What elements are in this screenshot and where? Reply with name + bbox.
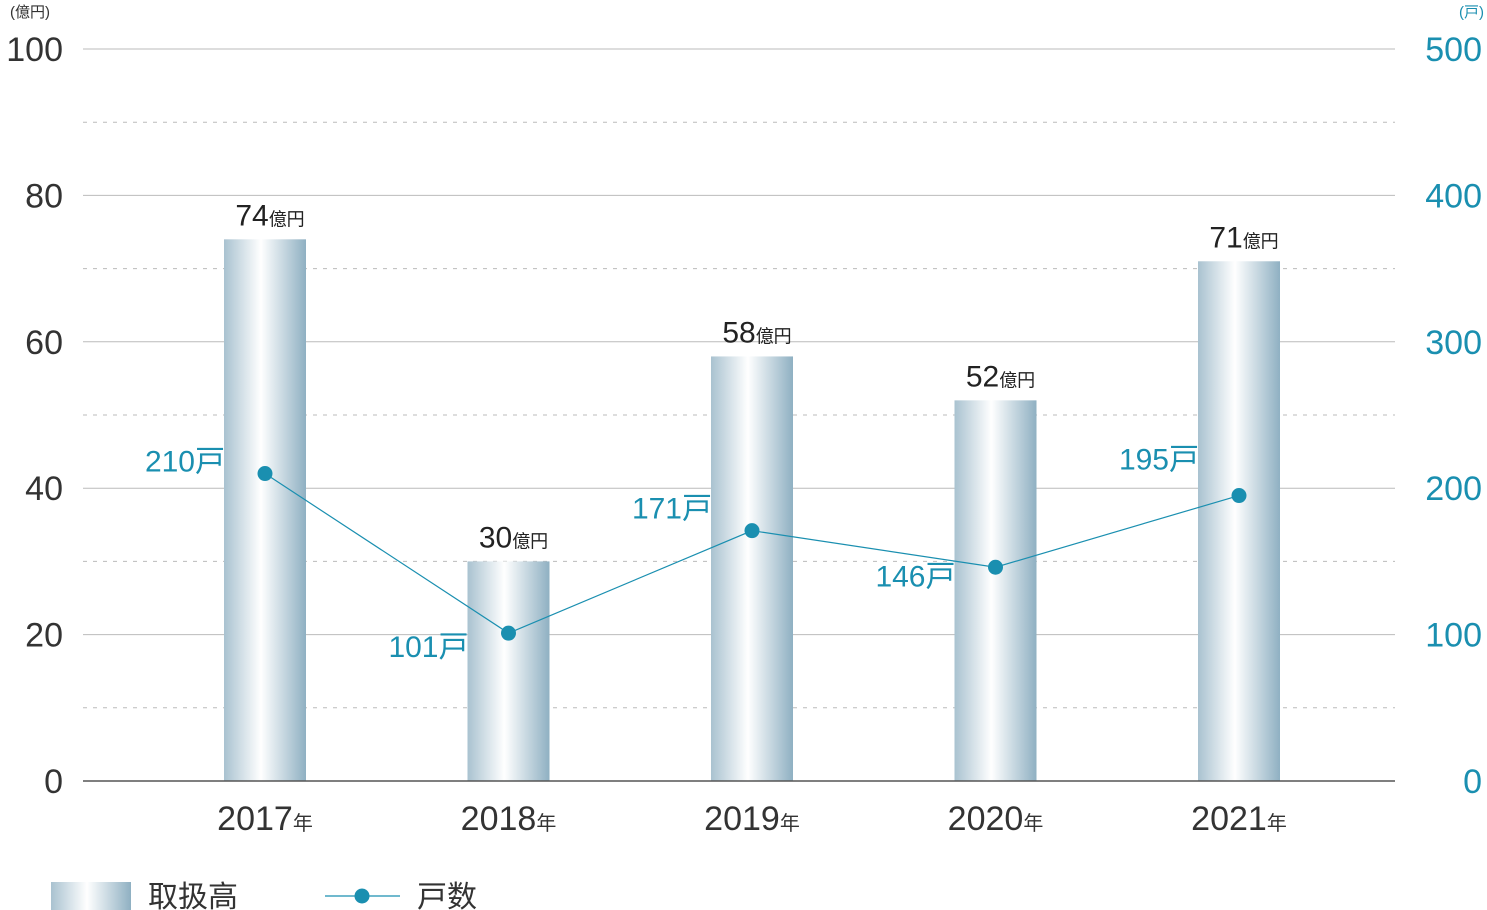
x-tick-label: 2017年 <box>217 800 313 838</box>
bar <box>711 356 793 781</box>
right-tick-label: 300 <box>1425 324 1482 362</box>
data-point <box>744 523 760 539</box>
x-tick-label: 2021年 <box>1191 800 1287 838</box>
left-tick-label: 100 <box>6 31 63 69</box>
point-value-label: 210戸 <box>145 446 225 479</box>
bar-value-label: 52億円 <box>966 360 1035 393</box>
bar-value-label: 30億円 <box>479 521 548 554</box>
right-tick-label: 400 <box>1425 177 1482 215</box>
x-tick-label: 2019年 <box>704 800 800 838</box>
legend-line-label: 戸数 <box>417 881 477 910</box>
right-tick-label: 100 <box>1425 617 1482 655</box>
left-tick-label: 0 <box>44 763 63 801</box>
right-axis-unit: (戸) <box>1459 4 1484 21</box>
legend-line-marker <box>354 888 370 904</box>
bar <box>1198 261 1280 781</box>
point-value-label: 146戸 <box>875 560 955 593</box>
point-value-label: 171戸 <box>632 493 712 526</box>
data-point <box>501 625 516 641</box>
legend-bar-label: 取扱高 <box>148 881 238 910</box>
bar-value-label: 71億円 <box>1209 221 1278 254</box>
bar-value-label: 58億円 <box>722 316 791 349</box>
data-point <box>988 559 1003 575</box>
data-point <box>1231 488 1247 504</box>
x-tick-label: 2020年 <box>948 800 1044 838</box>
data-point <box>257 466 273 482</box>
left-tick-label: 20 <box>25 617 63 655</box>
line-series: 210戸 101戸 171戸 146戸 195戸 <box>145 444 1247 664</box>
bar <box>224 239 306 781</box>
x-axis: 2017年 2018年 2019年 2020年 2021年 <box>83 780 1395 838</box>
left-axis: 0 20 40 60 80 100 (億円) <box>6 4 63 801</box>
bars: 74億円 30億円 58億円 52億円 71億円 <box>224 199 1280 781</box>
right-axis: 0 100 200 300 400 500 (戸) <box>1425 4 1484 801</box>
legend-bar-swatch <box>51 882 131 910</box>
bar <box>467 561 550 781</box>
x-tick-label: 2018年 <box>461 800 557 838</box>
right-tick-label: 200 <box>1425 470 1482 508</box>
right-tick-label: 0 <box>1463 763 1482 801</box>
left-tick-label: 80 <box>25 177 63 215</box>
left-tick-label: 40 <box>25 470 63 508</box>
bar <box>954 400 1037 781</box>
left-tick-label: 60 <box>25 324 63 362</box>
left-axis-unit: (億円) <box>10 4 50 21</box>
point-value-label: 101戸 <box>388 631 468 664</box>
point-value-label: 195戸 <box>1119 444 1199 477</box>
bar-value-label: 74億円 <box>235 199 304 232</box>
right-tick-label: 500 <box>1425 31 1482 69</box>
legend: 取扱高 戸数 <box>51 881 477 910</box>
